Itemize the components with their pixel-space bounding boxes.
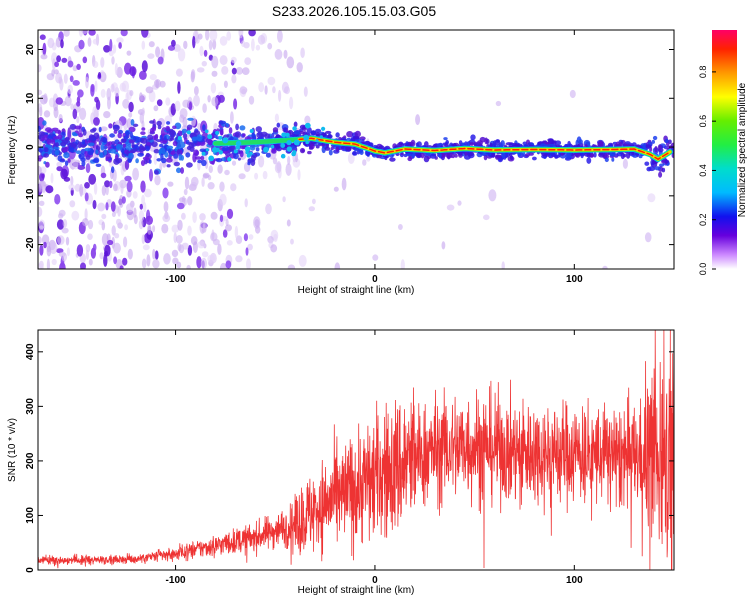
colorbar-tick-label: 0.6 (698, 115, 708, 128)
colorbar-tick-label: 0.4 (698, 164, 708, 177)
y-tick-label: -20 (25, 237, 36, 252)
ridge-band-4 (298, 137, 671, 161)
spectrogram-x-label: Height of straight line (km) (298, 285, 415, 296)
snr-panel: -100 0 100 0 100 200 300 400 Height of straigh… (7, 329, 675, 596)
snr-plot-frame (37, 329, 675, 571)
spectrogram-plot-frame (37, 29, 675, 270)
y-tick-label: 20 (25, 44, 36, 56)
y-tick-label: -10 (25, 188, 36, 203)
x-tick-label: 100 (566, 575, 583, 586)
x-tick-label: 0 (372, 575, 378, 586)
snr-series-line (38, 330, 674, 570)
x-tick-label: -100 (166, 575, 186, 586)
y-tick-label: 400 (25, 343, 36, 360)
spectrogram-x-ticks: -100 0 100 (166, 30, 583, 285)
snr-y-ticks: 0 100 200 300 400 (25, 343, 674, 573)
x-tick-label: -100 (166, 274, 186, 285)
spectrogram-y-label: Frequency (Hz) (7, 116, 18, 185)
colorbar: 0.0 0.2 0.4 0.6 0.8 Normalized spectral ampl… (698, 30, 748, 275)
x-tick-label: 0 (372, 274, 378, 285)
y-tick-label: 10 (25, 92, 36, 104)
y-tick-label: 300 (25, 398, 36, 415)
colorbar-tick-label: 0.8 (698, 66, 708, 79)
colorbar-tick-label: 0.2 (698, 213, 708, 226)
x-tick-label: 100 (566, 274, 583, 285)
colorbar-tick-label: 0.0 (698, 263, 708, 276)
y-tick-label: 0 (25, 567, 36, 573)
spectrogram-marks (38, 30, 674, 269)
y-tick-label: 0 (25, 144, 36, 150)
chart-title: S233.2026.105.15.03.G05 (272, 3, 436, 19)
snr-x-ticks: -100 0 100 (166, 330, 583, 586)
y-tick-label: 200 (25, 452, 36, 469)
snr-y-label: SNR (10 * v/v) (7, 418, 18, 482)
snr-x-label: Height of straight line (km) (298, 585, 415, 596)
colorbar-ticks: 0.0 0.2 0.4 0.6 0.8 (698, 66, 716, 276)
spectrogram-y-ticks: -20 -10 0 10 20 (25, 44, 674, 252)
colorbar-label: Normalized spectral amplitude (737, 82, 748, 217)
colorbar-gradient (712, 30, 737, 269)
y-tick-label: 100 (25, 507, 36, 524)
